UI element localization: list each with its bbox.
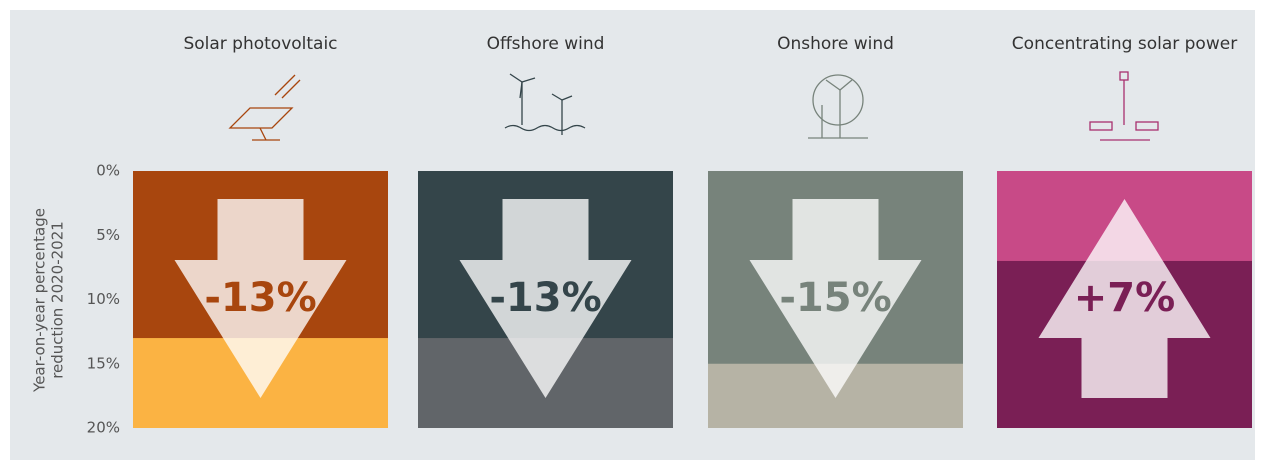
solar-icon	[228, 74, 301, 141]
value-label: -13%	[489, 275, 601, 321]
arrow	[459, 199, 632, 398]
value-label: +7%	[1074, 275, 1175, 321]
y-axis-title: Year-on-year percentage reduction 2020-2…	[31, 208, 67, 393]
category-label: Onshore wind	[777, 34, 894, 54]
arrow	[174, 199, 347, 398]
arrow	[749, 199, 922, 398]
y-tick-label: 15%	[87, 354, 120, 372]
y-tick-label: 0%	[96, 162, 120, 180]
category-label: Concentrating solar power	[1012, 34, 1237, 54]
value-label: -13%	[204, 275, 316, 321]
offshore-icon	[504, 73, 586, 135]
y-tick-label: 10%	[87, 290, 120, 308]
category-label: Offshore wind	[487, 34, 605, 54]
y-label-line: Year-on-year percentage	[31, 208, 49, 393]
y-tick-label: 20%	[87, 419, 120, 437]
category-label: Solar photovoltaic	[183, 34, 337, 54]
onshore-icon	[808, 74, 868, 139]
y-label-line: reduction 2020-2021	[49, 221, 67, 379]
csp-icon	[1089, 71, 1159, 141]
arrow	[1038, 199, 1211, 398]
y-tick-label: 5%	[96, 226, 120, 244]
value-label: -15%	[779, 275, 891, 321]
